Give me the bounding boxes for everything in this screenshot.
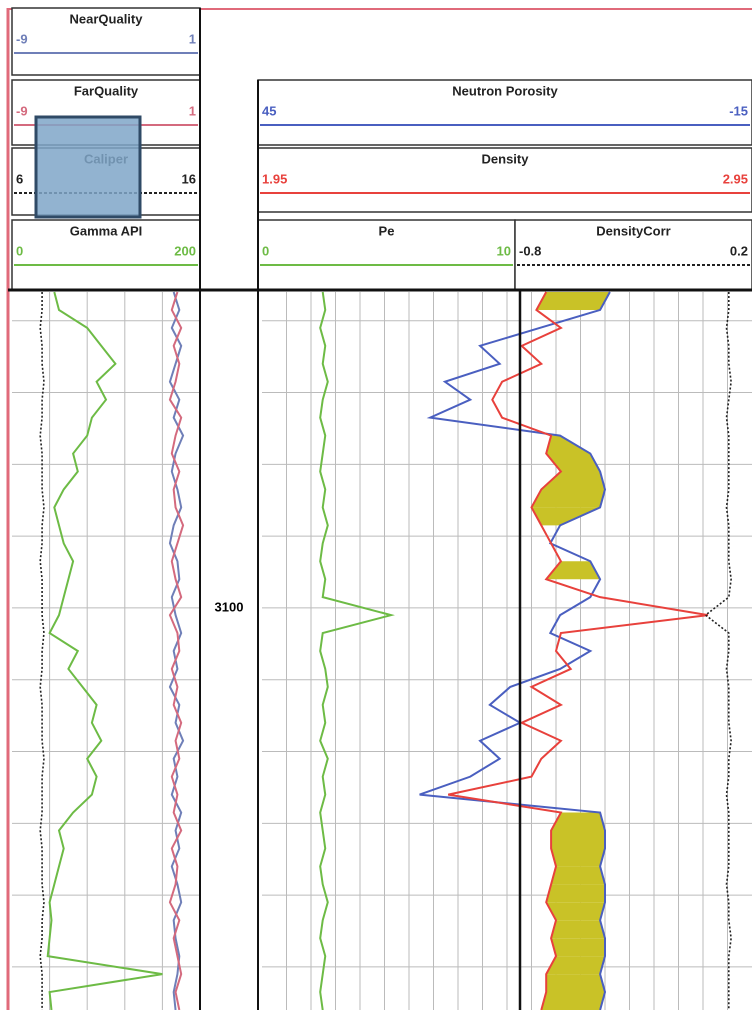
crossover-fill — [551, 812, 605, 831]
crossover-fill — [546, 974, 605, 993]
scale-max: 200 — [174, 243, 196, 258]
curve — [168, 291, 185, 1010]
curve — [704, 292, 732, 1010]
curve — [46, 291, 163, 1010]
scale-min: -9 — [16, 31, 28, 46]
curve-name: DensityCorr — [596, 223, 670, 238]
curves — [39, 291, 732, 1010]
crossover-fill — [551, 920, 605, 939]
crossover-fill — [551, 938, 605, 957]
scale-min: 1.95 — [262, 171, 287, 186]
scale-max: 16 — [182, 171, 196, 186]
crossover-fill — [551, 848, 605, 867]
scale-max: 1 — [189, 103, 196, 118]
crossover-fill — [546, 453, 601, 472]
curve-name: FarQuality — [74, 83, 139, 98]
curve — [319, 291, 395, 1010]
curve-name: Pe — [379, 223, 395, 238]
scale-max: 0.2 — [730, 243, 748, 258]
scale-min: 45 — [262, 103, 276, 118]
scale-min: 6 — [16, 171, 23, 186]
crossover-fill — [536, 292, 610, 310]
crossover-fill — [546, 956, 605, 975]
header-box — [11, 219, 201, 291]
scale-max: 1 — [189, 31, 196, 46]
scale-max: 10 — [497, 243, 511, 258]
crossover-fill — [546, 561, 601, 580]
fills — [531, 292, 610, 1010]
scale-min: 0 — [16, 243, 23, 258]
curve — [447, 291, 709, 1010]
depth-label: 3100 — [215, 599, 244, 614]
curve-name: NearQuality — [70, 11, 144, 26]
crossover-fill — [551, 866, 605, 885]
header-box — [257, 219, 516, 291]
scale-min: -9 — [16, 103, 28, 118]
grid: 3100 — [12, 292, 752, 1010]
crossover-fill — [546, 884, 605, 903]
curve-name: Neutron Porosity — [452, 83, 558, 98]
header: NearQuality-91FarQuality-91Caliper616Gam… — [11, 7, 752, 291]
header-box — [11, 7, 201, 76]
scale-min: 0 — [262, 243, 269, 258]
curve — [39, 292, 45, 1010]
header-box — [514, 219, 752, 291]
curve — [168, 291, 185, 1010]
scale-max: 2.95 — [723, 171, 748, 186]
crossover-fill — [551, 830, 605, 849]
crossover-fill — [531, 507, 601, 526]
curve-name: Density — [482, 151, 530, 166]
crossover-fill — [531, 489, 605, 508]
scale-max: -15 — [729, 103, 748, 118]
crossover-fill — [546, 435, 591, 454]
header-box — [257, 147, 752, 213]
selection-box[interactable] — [34, 115, 142, 219]
header-box — [257, 79, 752, 146]
curve-name: Gamma API — [70, 223, 143, 238]
crossover-fill — [546, 902, 605, 921]
scale-min: -0.8 — [519, 243, 541, 258]
crossover-fill — [541, 992, 605, 1010]
curve — [419, 291, 611, 1010]
